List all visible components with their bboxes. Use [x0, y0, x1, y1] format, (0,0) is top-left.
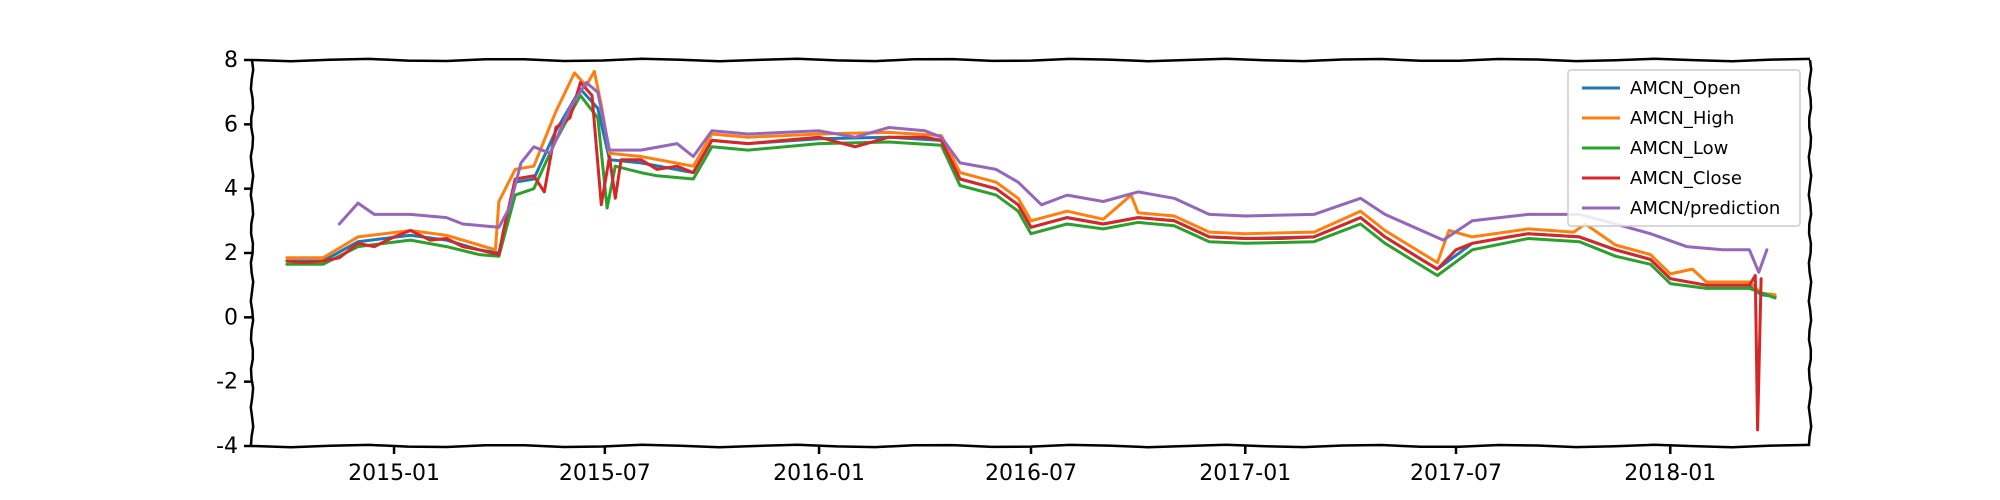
legend-label: AMCN/prediction	[1630, 198, 1780, 219]
y-tick-label: -4	[216, 434, 238, 459]
x-tick-label: 2018-01	[1624, 461, 1716, 486]
legend-label: AMCN_Open	[1630, 78, 1741, 99]
legend-label: AMCN_High	[1630, 108, 1734, 129]
y-tick-label: -2	[216, 370, 238, 395]
plot-area	[285, 69, 1777, 432]
y-tick-label: 6	[224, 112, 238, 137]
axes: -4 -2 0 2 4 6 8 2015-01 2015-07 2016-01 2016-07 201…	[216, 48, 1813, 486]
series-line-amcn-close	[285, 81, 1763, 432]
y-tick-label: 2	[224, 241, 238, 266]
x-tick-label: 2017-07	[1410, 461, 1502, 486]
frame-top	[251, 57, 1811, 63]
series-line-amcn-low	[285, 93, 1777, 300]
x-tick-label: 2015-01	[348, 461, 440, 486]
legend-box	[1567, 69, 1801, 227]
series-line-amcn-prediction	[337, 81, 1769, 274]
x-tick-label: 2017-01	[1199, 461, 1291, 486]
series-line-amcn-high	[285, 69, 1777, 297]
legend-label: AMCN_Close	[1630, 168, 1742, 189]
x-tick-label: 2016-07	[985, 461, 1077, 486]
legend: AMCN_Open AMCN_High AMCN_Low AMCN_Close AMCN…	[1567, 69, 1801, 227]
y-tick-label: 4	[224, 177, 238, 202]
x-tick-label: 2016-01	[773, 461, 865, 486]
y-tick-label: 8	[224, 48, 238, 73]
frame-right	[1807, 59, 1813, 447]
legend-label: AMCN_Low	[1630, 138, 1728, 159]
x-tick-label: 2015-07	[559, 461, 651, 486]
y-tick-label: 0	[224, 305, 238, 330]
